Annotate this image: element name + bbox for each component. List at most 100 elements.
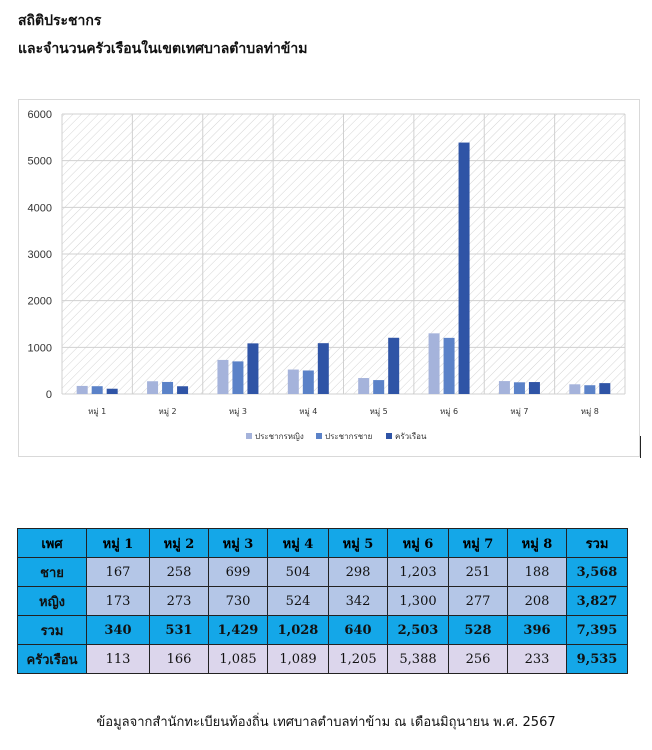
table-cell: 258 [149, 557, 209, 587]
bar-3 [388, 337, 400, 394]
bar-3 [317, 343, 329, 394]
bar-1 [428, 333, 440, 394]
table-cell: 9,535 [566, 644, 628, 674]
x-tick-label: หมู่ 7 [510, 407, 528, 417]
table-cell: 528 [448, 615, 508, 645]
bar-3 [528, 382, 540, 394]
bar-1 [569, 384, 581, 394]
y-tick-label: 2000 [28, 296, 52, 308]
table-cell: 5,388 [387, 644, 449, 674]
table-cell: 173 [86, 586, 150, 616]
population-chart: 0 1000 2000 3000 4000 5000 6000 หมู่ 1 หมู่ 2 หมู… [18, 99, 640, 457]
table-cell: 340 [86, 615, 150, 645]
table-cell: 277 [448, 586, 508, 616]
bar-2 [373, 380, 385, 394]
table-cell: 1,028 [267, 615, 329, 645]
bar-2 [513, 382, 525, 394]
table-cell: 504 [267, 557, 329, 587]
table-cell: 640 [328, 615, 388, 645]
bar-1 [358, 378, 370, 394]
table-cell: 113 [86, 644, 150, 674]
legend-swatch [316, 433, 322, 439]
row-label: หญิง [17, 586, 87, 616]
bar-1 [287, 369, 299, 394]
table-cell: 166 [149, 644, 209, 674]
bar-3 [106, 388, 118, 394]
x-tick-label: หมู่ 3 [229, 407, 247, 417]
table-row: ชาย 167 258 699 504 298 1,203 251 188 3,568 [17, 557, 628, 587]
bar-2 [232, 361, 244, 394]
legend-label: ประชากรชาย [325, 432, 372, 441]
table-cell: 256 [448, 644, 508, 674]
table-header-cell: หมู่ 2 [149, 528, 209, 558]
table-header-cell: หมู่ 6 [387, 528, 449, 558]
table-cell: 1,203 [387, 557, 449, 587]
y-tick-label: 1000 [28, 342, 52, 354]
table-header-cell: หมู่ 5 [328, 528, 388, 558]
row-label: ชาย [17, 557, 87, 587]
table-row: รวม 340 531 1,429 1,028 640 2,503 528 396 7,395 [17, 615, 628, 645]
table-cell: 1,300 [387, 586, 449, 616]
table-cell: 208 [507, 586, 567, 616]
page-title: สถิติประชากร [18, 13, 102, 29]
table-cell: 1,089 [267, 644, 329, 674]
table-cell: 3,568 [566, 557, 628, 587]
table-header-cell: หมู่ 4 [267, 528, 329, 558]
bar-1 [76, 385, 88, 394]
table-header-cell: หมู่ 7 [448, 528, 508, 558]
table-header-cell: หมู่ 3 [208, 528, 268, 558]
x-tick-label: หมู่ 1 [88, 407, 106, 417]
row-label: ครัวเรือน [17, 644, 87, 674]
table-cell: 1,429 [208, 615, 268, 645]
x-tick-label: หมู่ 5 [370, 407, 388, 417]
legend-label: ประชากรหญิง [255, 432, 304, 441]
table-cell: 233 [507, 644, 567, 674]
table-cell: 1,205 [328, 644, 388, 674]
y-tick-label: 5000 [28, 156, 52, 168]
x-tick-label: หมู่ 8 [581, 407, 599, 417]
bar-3 [599, 383, 611, 394]
table-cell: 730 [208, 586, 268, 616]
table-cell: 273 [149, 586, 209, 616]
bar-2 [443, 337, 455, 394]
table-cell: 188 [507, 557, 567, 587]
table-cell: 251 [448, 557, 508, 587]
bar-3 [247, 343, 259, 394]
table-header-cell: หมู่ 1 [86, 528, 150, 558]
y-tick-label: 0 [46, 389, 52, 401]
bar-3 [177, 386, 189, 394]
x-tick-label: หมู่ 4 [299, 407, 317, 417]
table-cell: 3,827 [566, 586, 628, 616]
legend-label: ครัวเรือน [395, 432, 427, 441]
table-cell: 1,085 [208, 644, 268, 674]
y-tick-label: 4000 [28, 202, 52, 214]
y-tick-label: 6000 [28, 109, 52, 121]
bar-1 [147, 381, 159, 394]
table-cell: 7,395 [566, 615, 628, 645]
table-row: หญิง 173 273 730 524 342 1,300 277 208 3,827 [17, 586, 628, 616]
legend-swatch [386, 433, 392, 439]
table-cell: 524 [267, 586, 329, 616]
source-note: ข้อมูลจากสำนักทะเบียนท้องถิ่น เทศบาลตำบล… [96, 715, 556, 730]
table-cell: 2,503 [387, 615, 449, 645]
row-label: รวม [17, 615, 87, 645]
table-cell: 396 [507, 615, 567, 645]
bar-2 [584, 385, 596, 394]
x-tick-label: หมู่ 2 [158, 407, 176, 417]
x-tick-label: หมู่ 6 [440, 407, 458, 417]
table-cell: 531 [149, 615, 209, 645]
y-tick-label: 3000 [28, 249, 52, 261]
legend-swatch [246, 433, 252, 439]
bar-1 [498, 381, 510, 394]
table-cell: 342 [328, 586, 388, 616]
bar-2 [302, 370, 314, 394]
bar-1 [217, 359, 229, 394]
table-cell: 298 [328, 557, 388, 587]
cursor-line [640, 436, 641, 458]
bar-3 [458, 142, 470, 394]
table-header-cell: หมู่ 8 [507, 528, 567, 558]
bar-2 [162, 381, 174, 394]
page-subtitle: และจำนวนครัวเรือนในเขตเทศบาลตำบลท่าข้าม [18, 41, 308, 57]
